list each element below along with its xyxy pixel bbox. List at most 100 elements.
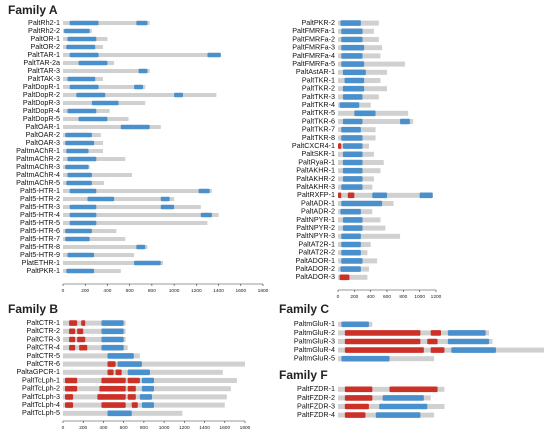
domain-other [344,412,366,418]
domain-other [69,320,78,326]
domain-7tm [69,52,99,58]
row-label: PaltOR-2 [30,42,60,51]
domain-other [127,394,136,400]
domain-7tm [342,69,366,76]
row-label: PaltTKR-7 [302,125,335,134]
domain-7tm [341,200,383,207]
row-label: Palt5-HTR-8 [20,242,60,251]
domain-7tm [342,94,363,100]
domain-7tm [136,244,146,250]
domain-7tm [69,188,97,194]
row-label: PaltADOR-2 [295,264,335,273]
domain-7tm [451,347,496,353]
domain-7tm [342,167,363,174]
domain-other [101,402,126,408]
protein-bar [338,119,414,124]
domain-other [338,192,342,199]
domain-7tm [340,20,361,26]
row-label: PaltRXFP-1 [297,190,335,199]
panel-title-family-c: Family C [279,302,329,316]
domain-other [344,403,369,410]
domain-7tm [127,369,150,376]
row-label: PaltOAR-3 [26,138,60,147]
domain-7tm [341,321,369,328]
domain-other [97,394,126,400]
domain-7tm [342,143,363,149]
domain-7tm [120,124,150,130]
domain-other [65,385,78,392]
row-label: PaltPKR-2 [301,18,335,27]
domain-7tm [341,233,361,240]
domain-other [65,402,74,408]
domain-7tm [66,268,95,274]
domain-7tm [342,118,363,125]
row-label: PaltmAChR-4 [16,170,60,179]
panel-title-family-b: Family B [8,302,58,316]
domain-other [107,361,116,367]
domain-7tm [447,330,486,336]
row-label: PaltAstAR-1 [296,67,335,76]
domain-other [427,338,438,345]
row-label: PaltDopR-2 [23,90,60,99]
row-label: PaltFMRFa-5 [292,59,335,68]
row-label: PaltmGluR-2 [294,328,335,337]
protein-bar [63,53,221,57]
row-label: PaltCTR-2 [26,326,60,335]
row-label: PaltmAChR-1 [16,146,60,155]
row-label: PaltmGluR-5 [294,354,335,363]
domain-other [127,385,136,392]
domain-other [115,369,122,376]
domain-7tm [65,236,90,242]
protein-bar [63,93,217,97]
domain-7tm [67,156,97,162]
protein-bar [63,337,126,342]
domain-7tm [69,84,99,90]
domain-7tm [66,148,89,154]
domain-7tm [382,395,424,401]
domain-7tm [341,241,361,248]
row-label: PaltADR-1 [301,198,335,207]
protein-bar [63,21,150,25]
domain-7tm [340,208,361,215]
protein-bar [63,320,126,326]
x-tick-label: 400 [103,288,111,294]
domain-7tm [354,110,376,117]
row-label: Palt5-HTR-5 [20,218,60,227]
domain-7tm [67,172,92,178]
row-label: PaltAT2R-1 [298,239,335,248]
x-tick-label: 0 [62,425,65,431]
row-label: PaltTcLph-5 [22,408,60,417]
row-label: Palt5-HTR-4 [20,210,60,219]
row-label: PaltCTR-1 [26,318,60,327]
row-label: PaltRh2-2 [28,26,60,35]
protein-bar [63,197,175,201]
x-tick-label: 800 [399,294,407,300]
domain-7tm [67,36,97,42]
domain-other [344,338,421,345]
domain-7tm [339,102,360,108]
domain-7tm [67,108,97,114]
domain-7tm [136,20,148,26]
domain-7tm [101,320,124,326]
row-label: PaltFMRFa-2 [292,34,335,43]
row-label: PaltOAR-1 [26,122,60,131]
x-tick-label: 1800 [258,288,269,294]
row-label: PaltRh2-1 [28,18,60,27]
x-tick-label: 800 [148,288,156,294]
panel-0: PaltRh2-1PaltRh2-2PaltOR-1PaltOR-2PaltTA… [16,18,269,294]
row-label: PaltTcLph-2 [22,384,60,393]
row-label: PaltTcLph-4 [22,400,60,409]
domain-7tm [65,164,89,170]
row-label: PaltTcLph-1 [22,375,60,384]
domain-other [131,402,138,408]
domain-7tm [341,135,363,141]
protein-bar [63,328,126,334]
x-tick-label: 600 [126,288,134,294]
row-label: PaltTKR-8 [302,133,335,142]
domain-7tm [342,159,363,166]
domain-7tm [341,61,365,67]
protein-bar [63,69,150,73]
protein-bar [63,125,161,129]
domain-other [99,385,126,392]
